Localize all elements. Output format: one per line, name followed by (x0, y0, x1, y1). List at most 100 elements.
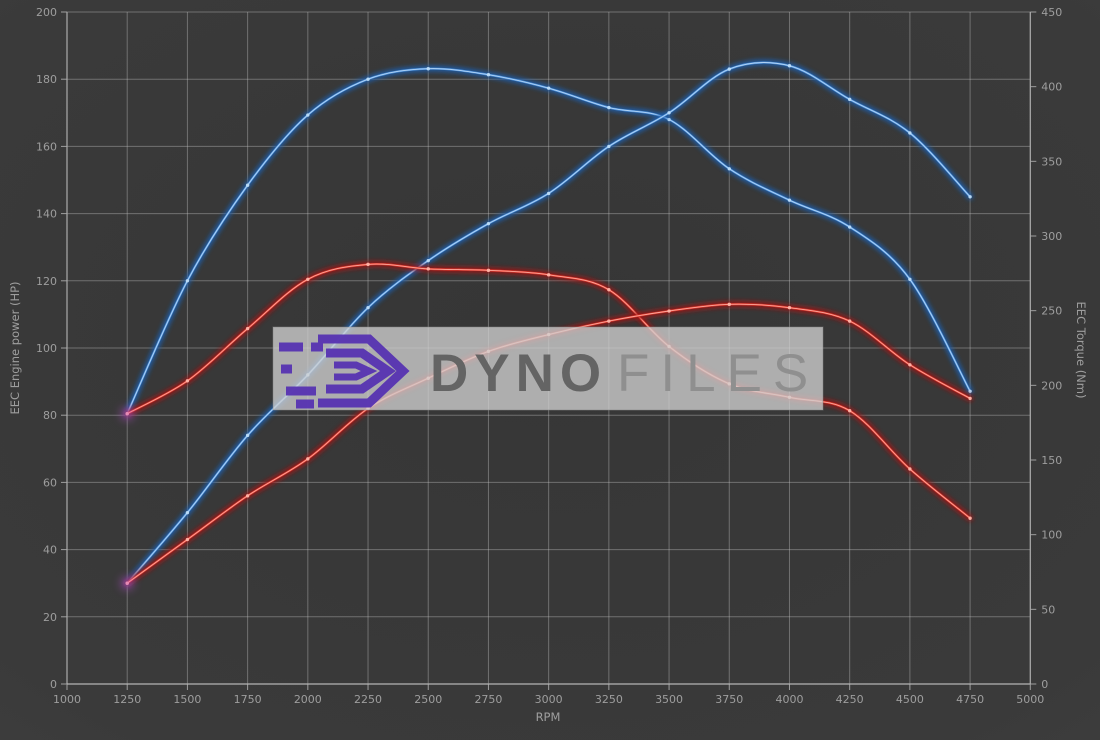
data-point-marker (667, 111, 671, 115)
y-right-tick-label: 150 (1041, 454, 1062, 467)
data-point-marker (607, 319, 611, 323)
data-point-marker (787, 198, 792, 202)
curve-center-power-blue (126, 62, 971, 584)
x-tick-label: 1750 (234, 693, 262, 706)
y-right-tick-label: 350 (1041, 155, 1062, 168)
y-right-tick-label: 100 (1041, 529, 1062, 542)
x-tick-label: 1000 (53, 693, 81, 706)
data-point-marker (787, 305, 792, 310)
x-tick-label: 3500 (655, 693, 683, 706)
y-left-tick-label: 80 (43, 409, 57, 422)
data-point-marker (245, 433, 250, 438)
data-point-marker (185, 379, 190, 383)
data-point-marker (607, 144, 611, 149)
y-left-tick-label: 100 (36, 342, 57, 355)
start-point-glow (120, 576, 134, 590)
y-left-tick-label: 160 (36, 140, 57, 153)
data-point-marker (366, 305, 370, 310)
data-point-marker (486, 221, 491, 226)
y-left-tick-label: 140 (36, 208, 57, 221)
data-point-marker (306, 113, 310, 117)
data-point-marker (908, 131, 912, 135)
y-right-tick-label: 300 (1041, 230, 1062, 243)
curve-torque-red (124, 261, 974, 522)
watermark-text-secondary: FILES (617, 344, 819, 403)
y-right-tick-label: 0 (1041, 678, 1048, 691)
x-tick-label: 1500 (173, 693, 201, 706)
x-tick-label: 4500 (896, 693, 924, 706)
x-tick-label: 2500 (414, 693, 442, 706)
x-tick-label: 2000 (294, 693, 322, 706)
data-point-marker (546, 191, 551, 196)
data-point-marker (486, 73, 491, 77)
y-right-tick-label: 250 (1041, 305, 1062, 318)
y-right-tick-label: 50 (1041, 603, 1055, 616)
x-tick-label: 2750 (474, 693, 502, 706)
data-point-marker (306, 277, 310, 282)
data-point-marker (968, 516, 972, 520)
data-point-marker (908, 363, 912, 367)
data-point-marker (847, 409, 852, 413)
data-point-marker (727, 67, 731, 71)
data-point-marker (908, 467, 912, 471)
data-point-marker (546, 273, 551, 277)
y-left-tick-label: 120 (36, 275, 57, 288)
y-left-tick-label: 180 (36, 73, 57, 86)
data-point-marker (185, 279, 190, 283)
x-tick-label: 4750 (956, 693, 984, 706)
data-point-marker (667, 309, 671, 313)
y-left-tick-label: 0 (50, 678, 57, 691)
x-tick-label: 5000 (1016, 693, 1044, 706)
curve-torque-blue (124, 65, 974, 417)
data-point-marker (366, 77, 370, 81)
left-axis-title: EEC Engine power (HP) (8, 281, 22, 414)
data-point-marker (426, 267, 430, 271)
y-left-tick-label: 60 (43, 476, 57, 489)
data-point-marker (366, 262, 370, 267)
dynofiles-logo-icon (279, 334, 410, 409)
data-point-marker (426, 67, 430, 71)
data-point-marker (667, 117, 671, 122)
data-point-marker (245, 326, 250, 331)
y-right-tick-label: 200 (1041, 379, 1062, 392)
data-point-marker (968, 195, 972, 199)
watermark-text-primary: DYNO (430, 344, 607, 403)
axes (61, 11, 1037, 690)
watermark: DYNO FILES (272, 326, 824, 411)
y-left-tick-label: 20 (43, 611, 57, 624)
data-point-marker (908, 277, 912, 282)
x-tick-label: 2250 (354, 693, 382, 706)
data-point-marker (607, 288, 611, 292)
data-point-marker (426, 258, 430, 263)
data-point-marker (607, 105, 611, 110)
x-tick-label: 1250 (113, 693, 141, 706)
curve-power-blue (124, 59, 974, 587)
y-left-tick-label: 200 (36, 6, 57, 19)
data-point-marker (245, 183, 250, 187)
curve-center-torque-red (126, 263, 971, 519)
start-point-glow (120, 407, 134, 421)
data-point-marker (847, 225, 852, 229)
x-tick-label: 4000 (775, 693, 803, 706)
x-tick-label: 4250 (836, 693, 864, 706)
data-point-marker (968, 396, 972, 401)
data-point-marker (787, 64, 792, 68)
data-point-marker (847, 319, 852, 323)
data-point-marker (486, 268, 491, 273)
x-tick-label: 3000 (535, 693, 563, 706)
data-point-marker (727, 167, 731, 171)
y-left-tick-label: 40 (43, 544, 57, 557)
dyno-curves (120, 59, 974, 590)
x-axis-title: RPM (536, 710, 561, 724)
data-point-marker (546, 86, 551, 90)
y-right-tick-label: 450 (1041, 6, 1062, 19)
data-point-marker (847, 97, 852, 102)
data-point-marker (306, 457, 310, 461)
x-tick-label: 3750 (715, 693, 743, 706)
data-point-marker (185, 537, 190, 542)
x-tick-label: 3250 (595, 693, 623, 706)
data-point-marker (245, 494, 250, 498)
data-point-marker (968, 389, 972, 394)
